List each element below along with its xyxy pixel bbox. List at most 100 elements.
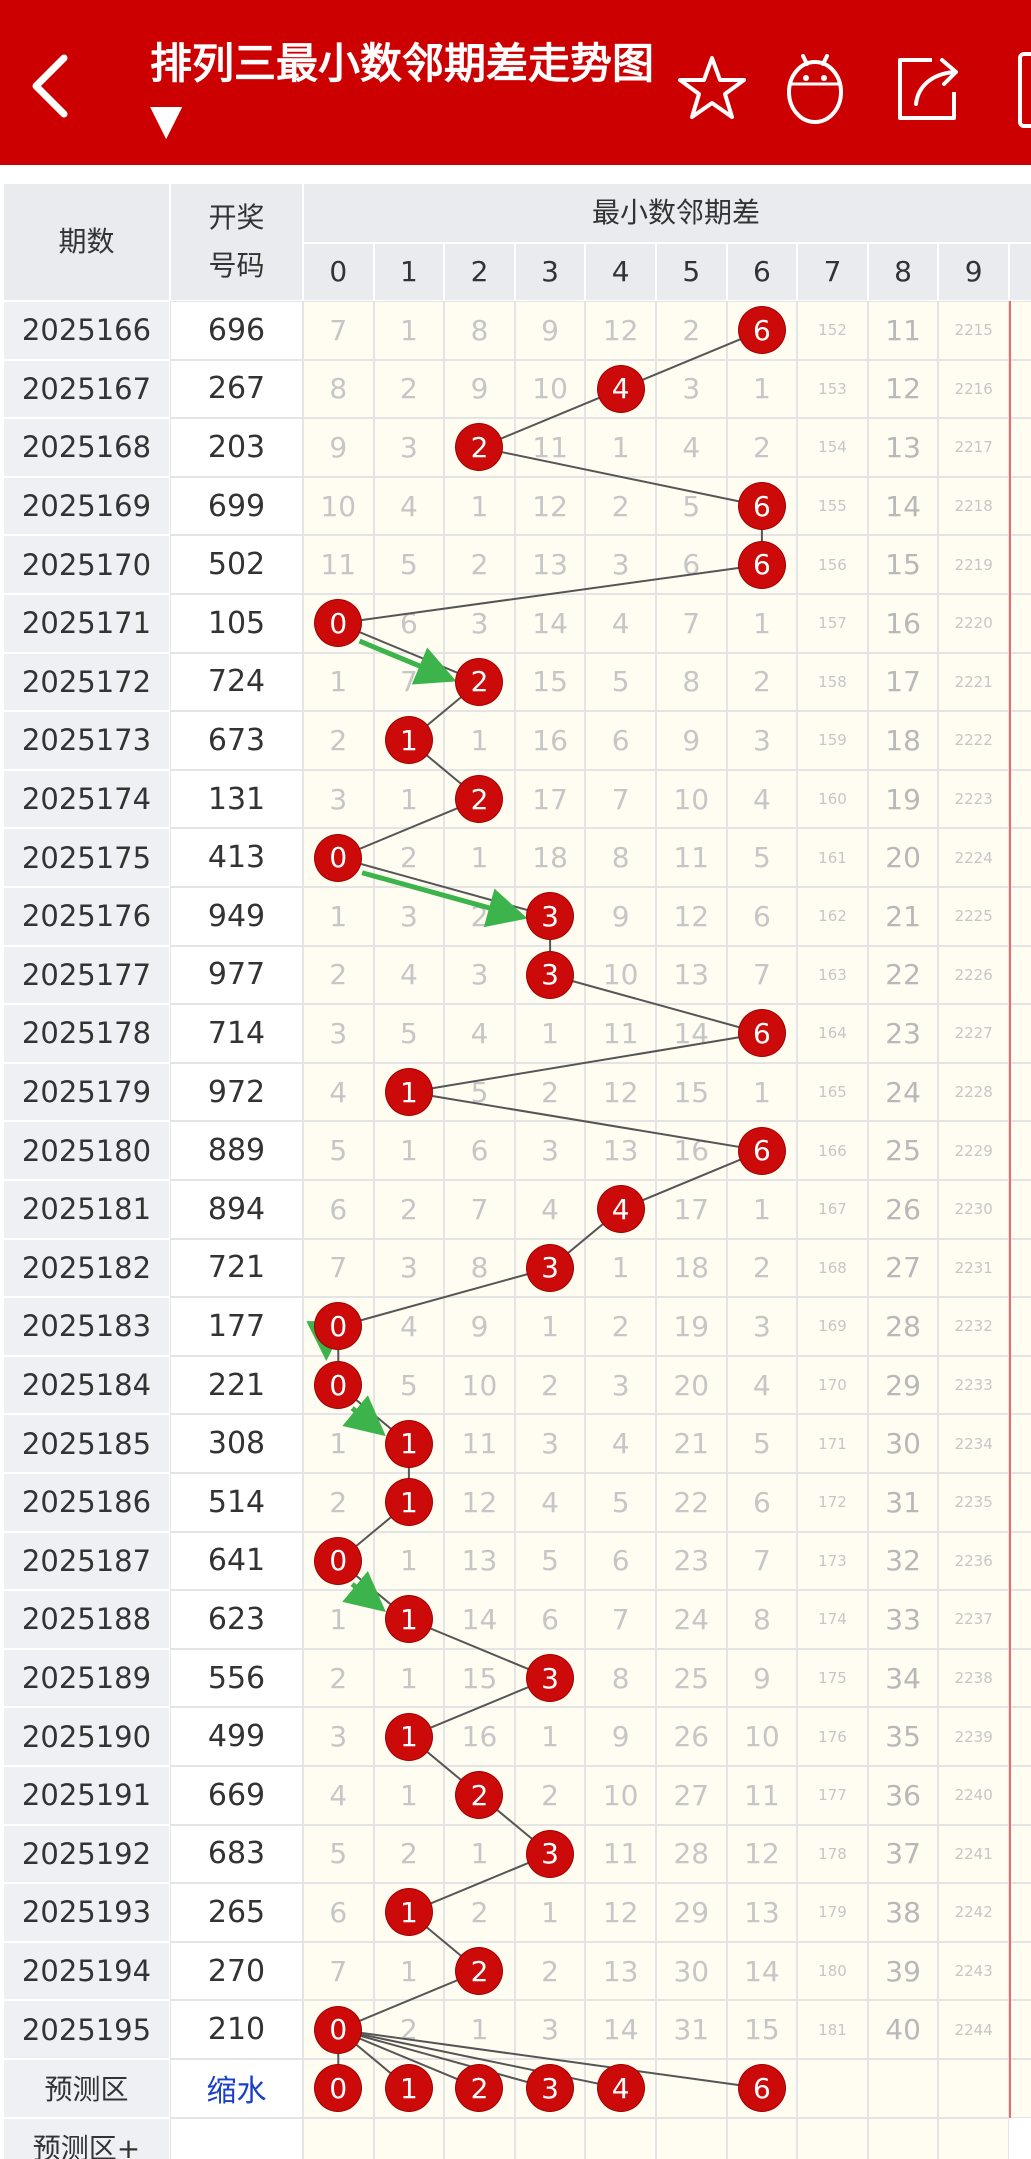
hit-ball: 1 bbox=[385, 1069, 432, 1116]
row-cell-col-2: 1 bbox=[444, 711, 515, 770]
row-cell-col-9: 2220 bbox=[938, 594, 1009, 653]
row-period: 2025188 bbox=[3, 1590, 170, 1649]
row-cell-col-3: 17 bbox=[514, 769, 586, 829]
row-cell-col-1: 2 bbox=[373, 2000, 445, 2059]
row-cell-col-8: 33 bbox=[867, 1590, 939, 1649]
row-cell-col-5: 30 bbox=[656, 1941, 727, 2001]
row-cell-col-5: 29 bbox=[656, 1883, 727, 1942]
prediction-ball[interactable]: 6 bbox=[738, 2065, 785, 2112]
prediction-cell-col-4[interactable]: 4 bbox=[585, 2059, 656, 2118]
row-period: 2025191 bbox=[3, 1766, 170, 1825]
row-cell-col-7: 180 bbox=[797, 1941, 868, 2001]
back-button[interactable] bbox=[22, 46, 82, 126]
prediction-plus-cell-col-5[interactable] bbox=[656, 2117, 727, 2159]
row-cell-col-9: 2236 bbox=[938, 1531, 1009, 1591]
shrink-button[interactable]: 缩水 bbox=[170, 2059, 303, 2118]
row-cell-col-9: 2232 bbox=[938, 1297, 1009, 1356]
row-number: 669 bbox=[170, 1766, 303, 1825]
row-cell-col-9: 2240 bbox=[938, 1766, 1009, 1825]
row-cell-col-8: 31 bbox=[867, 1473, 939, 1532]
prediction-ball[interactable]: 0 bbox=[315, 2065, 362, 2112]
prediction-plus-cell-col-9[interactable] bbox=[938, 2117, 1009, 2159]
row-cell-col-7: 176 bbox=[797, 1707, 868, 1766]
row-cell-extra bbox=[1009, 2000, 1031, 2059]
row-cell-col-0: 0 bbox=[303, 1297, 374, 1356]
favorite-button[interactable] bbox=[672, 48, 752, 128]
row-cell-col-9: 2234 bbox=[938, 1414, 1009, 1473]
row-cell-col-2: 9 bbox=[444, 1297, 515, 1356]
row-cell-extra bbox=[1009, 1062, 1031, 1122]
row-period: 2025187 bbox=[3, 1531, 170, 1591]
prediction-ball[interactable]: 2 bbox=[456, 2065, 503, 2112]
row-cell-col-4: 4 bbox=[585, 594, 656, 653]
row-cell-col-4: 3 bbox=[585, 1355, 656, 1415]
share-icon bbox=[898, 58, 958, 120]
robot-button[interactable] bbox=[775, 48, 855, 128]
row-cell-col-0: 5 bbox=[303, 1121, 374, 1180]
prediction-plus-cell-col-2[interactable] bbox=[444, 2117, 515, 2159]
row-cell-col-3: 13 bbox=[514, 535, 586, 594]
row-cell-col-8: 27 bbox=[867, 1238, 939, 1298]
prediction-cell-col-3[interactable]: 3 bbox=[514, 2059, 586, 2118]
prediction-plus-cell-col-6[interactable] bbox=[726, 2117, 798, 2159]
prediction-plus-cell-col-8[interactable] bbox=[867, 2117, 939, 2159]
menu-icon[interactable] bbox=[1018, 52, 1031, 128]
prediction-cell-col-5[interactable] bbox=[656, 2059, 727, 2118]
prediction-cell-col-8[interactable] bbox=[867, 2059, 939, 2118]
row-cell-col-2: 2 bbox=[444, 418, 515, 477]
row-cell-col-7: 154 bbox=[797, 418, 868, 477]
row-cell-col-1: 2 bbox=[373, 1180, 445, 1239]
row-cell-col-9: 2218 bbox=[938, 476, 1009, 536]
prediction-ball[interactable]: 1 bbox=[385, 2065, 432, 2112]
prediction-cell-col-2[interactable]: 2 bbox=[444, 2059, 515, 2118]
row-cell-col-6: 6 bbox=[726, 1473, 798, 1532]
row-cell-extra bbox=[1009, 1590, 1031, 1649]
prediction-cell-col-0[interactable]: 0 bbox=[303, 2059, 374, 2118]
row-cell-col-0: 6 bbox=[303, 1180, 374, 1239]
page-title[interactable]: 排列三最小数邻期差走势图 ▼ bbox=[150, 39, 655, 144]
row-cell-col-1: 2 bbox=[373, 1824, 445, 1884]
hit-ball: 2 bbox=[456, 776, 503, 823]
hit-ball: 0 bbox=[315, 600, 362, 647]
prediction-plus-cell-col-4[interactable] bbox=[585, 2117, 656, 2159]
row-cell-col-0: 1 bbox=[303, 652, 374, 712]
row-cell-col-7: 156 bbox=[797, 535, 868, 594]
row-cell-col-2: 2 bbox=[444, 652, 515, 712]
row-number: 203 bbox=[170, 418, 303, 477]
prediction-plus-cell-col-0[interactable] bbox=[303, 2117, 374, 2159]
share-button[interactable] bbox=[888, 48, 968, 128]
row-cell-col-1: 1 bbox=[373, 1883, 445, 1942]
row-cell-col-9: 2227 bbox=[938, 1004, 1009, 1063]
row-cell-col-5: 12 bbox=[656, 887, 727, 946]
row-cell-col-9: 2239 bbox=[938, 1707, 1009, 1766]
row-period: 2025194 bbox=[3, 1941, 170, 2001]
prediction-plus-cell-col-3[interactable] bbox=[514, 2117, 586, 2159]
row-cell-col-6: 2 bbox=[726, 652, 798, 712]
row-cell-col-4: 1 bbox=[585, 1238, 656, 1298]
prediction-cell-col-9[interactable] bbox=[938, 2059, 1009, 2118]
prediction-ball[interactable]: 3 bbox=[527, 2065, 574, 2112]
row-cell-col-0: 5 bbox=[303, 1824, 374, 1884]
prediction-cell-col-7[interactable] bbox=[797, 2059, 868, 2118]
prediction-cell-col-1[interactable]: 1 bbox=[373, 2059, 445, 2118]
row-cell-col-7: 179 bbox=[797, 1883, 868, 1942]
hit-ball: 6 bbox=[738, 483, 785, 530]
row-cell-col-5: 9 bbox=[656, 711, 727, 770]
row-cell-col-1: 4 bbox=[373, 945, 445, 1005]
row-cell-col-2: 7 bbox=[444, 1180, 515, 1239]
row-cell-col-9: 2224 bbox=[938, 828, 1009, 887]
row-cell-col-2: 4 bbox=[444, 1004, 515, 1063]
header-diff-group: 最小数邻期差 bbox=[303, 183, 1031, 243]
row-period: 2025183 bbox=[3, 1297, 170, 1356]
row-number: 977 bbox=[170, 945, 303, 1005]
row-period: 2025166 bbox=[3, 301, 170, 360]
prediction-plus-cell-col-1[interactable] bbox=[373, 2117, 445, 2159]
row-cell-col-2: 1 bbox=[444, 828, 515, 887]
row-period: 2025170 bbox=[3, 535, 170, 594]
header-col-5: 5 bbox=[656, 243, 727, 301]
row-cell-col-7: 164 bbox=[797, 1004, 868, 1063]
row-cell-col-9: 2233 bbox=[938, 1355, 1009, 1415]
prediction-cell-col-6[interactable]: 6 bbox=[726, 2059, 798, 2118]
prediction-plus-cell-col-7[interactable] bbox=[797, 2117, 868, 2159]
prediction-ball[interactable]: 4 bbox=[597, 2065, 644, 2112]
